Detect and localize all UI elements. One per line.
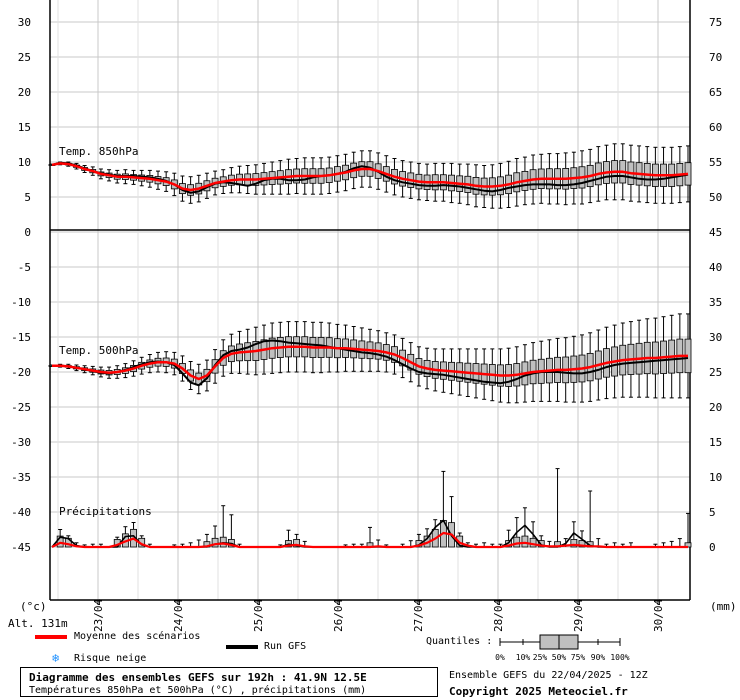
- mean-line-850: [51, 162, 689, 192]
- quantile-box: [529, 537, 537, 548]
- right-tick-label: 40: [709, 261, 722, 274]
- left-tick-label: -40: [11, 506, 31, 519]
- mean-legend-swatch: [35, 635, 67, 639]
- right-tick-label: 55: [709, 156, 722, 169]
- left-tick-label: -20: [11, 366, 31, 379]
- x-date-label: 30/04: [652, 599, 665, 632]
- left-axis-unit: (°c): [20, 600, 47, 613]
- right-tick-label: 50: [709, 191, 722, 204]
- snowflake-icon: ❄: [52, 651, 60, 665]
- right-tick-label: 65: [709, 86, 722, 99]
- gfs-line-850: [51, 161, 689, 194]
- chart-labels: 302520151050-5-10-15-20-25-30-35-40-4575…: [8, 16, 737, 632]
- left-tick-label: -5: [18, 261, 31, 274]
- right-tick-label: 35: [709, 296, 722, 309]
- quantile-box: [211, 537, 219, 548]
- left-tick-label: -30: [11, 436, 31, 449]
- chart-marks: [48, 143, 692, 549]
- mean-legend-label: Moyenne des scénarios: [74, 631, 201, 642]
- right-tick-label: 25: [709, 366, 722, 379]
- right-tick-label: 45: [709, 226, 722, 239]
- x-date-label: 28/04: [492, 599, 505, 632]
- x-date-label: 24/04: [172, 599, 185, 632]
- altitude-label: Alt. 131m: [8, 617, 68, 630]
- quantile-tick-label: 25%: [533, 653, 548, 662]
- ensemble-run-label: Ensemble GEFS du 22/04/2025 - 12Z: [449, 670, 648, 681]
- gfs-legend-label: Run GFS: [264, 641, 307, 652]
- left-tick-label: 30: [18, 16, 31, 29]
- panel-label-precip: Précipitations: [59, 505, 152, 518]
- quantile-tick-label: 75%: [571, 653, 586, 662]
- chart-info-box: Diagramme des ensembles GEFS sur 192h : …: [20, 667, 438, 697]
- left-tick-label: 0: [24, 226, 31, 239]
- mean-line-500: [52, 345, 688, 381]
- x-date-label: 27/04: [412, 599, 425, 632]
- left-tick-label: 15: [18, 121, 31, 134]
- right-tick-label: 70: [709, 51, 722, 64]
- right-tick-label: 15: [709, 436, 722, 449]
- quantile-tick-label: 50%: [552, 653, 567, 662]
- gfs-legend-swatch: [226, 645, 258, 649]
- left-tick-label: 25: [18, 51, 31, 64]
- left-tick-label: 20: [18, 86, 31, 99]
- right-axis-unit: (mm): [710, 600, 737, 613]
- left-tick-label: -10: [11, 296, 31, 309]
- quantile-legend: 0% 10% 25% 50% 75% 90% 100%: [495, 634, 630, 662]
- quantiles-label: Quantiles :: [426, 636, 493, 647]
- right-tick-label: 10: [709, 471, 722, 484]
- quantile-tick-label: 0%: [495, 653, 505, 662]
- left-tick-label: -45: [11, 541, 31, 554]
- left-tick-label: -15: [11, 331, 31, 344]
- x-date-label: 25/04: [252, 599, 265, 632]
- snow-legend-label: Risque neige: [74, 653, 147, 664]
- x-date-label: 26/04: [332, 599, 345, 632]
- x-date-label: 29/04: [572, 599, 585, 632]
- quantile-box: [513, 536, 521, 548]
- right-tick-label: 60: [709, 121, 722, 134]
- copyright-label: Copyright 2025 Meteociel.fr: [449, 685, 628, 698]
- chart-title: Diagramme des ensembles GEFS sur 192h : …: [29, 671, 367, 684]
- right-tick-label: 30: [709, 331, 722, 344]
- quantile-box: [293, 539, 301, 548]
- quantile-tick-label: 100%: [610, 653, 629, 662]
- mean-line-precip: [51, 531, 688, 549]
- quantile-box: [521, 535, 529, 548]
- quantile-box: [570, 539, 578, 548]
- quantile-tick-label: 10%: [516, 653, 531, 662]
- left-tick-label: -25: [11, 401, 31, 414]
- right-tick-label: 0: [709, 541, 716, 554]
- left-tick-label: -35: [11, 471, 31, 484]
- right-tick-label: 20: [709, 401, 722, 414]
- x-date-label: 23/04: [92, 599, 105, 632]
- left-tick-label: 10: [18, 156, 31, 169]
- chart-grid: [50, 0, 690, 600]
- right-tick-label: 5: [709, 506, 716, 519]
- chart-axes: [49, 0, 691, 605]
- panel-label-500: Temp. 500hPa: [59, 344, 138, 357]
- left-tick-label: 5: [24, 191, 31, 204]
- quantile-box: [578, 540, 586, 548]
- quantile-tick-label: 90%: [591, 653, 606, 662]
- right-tick-label: 75: [709, 16, 722, 29]
- panel-label-850: Temp. 850hPa: [59, 145, 138, 158]
- chart-subtitle: Températures 850hPa et 500hPa (°C) , pré…: [29, 685, 367, 696]
